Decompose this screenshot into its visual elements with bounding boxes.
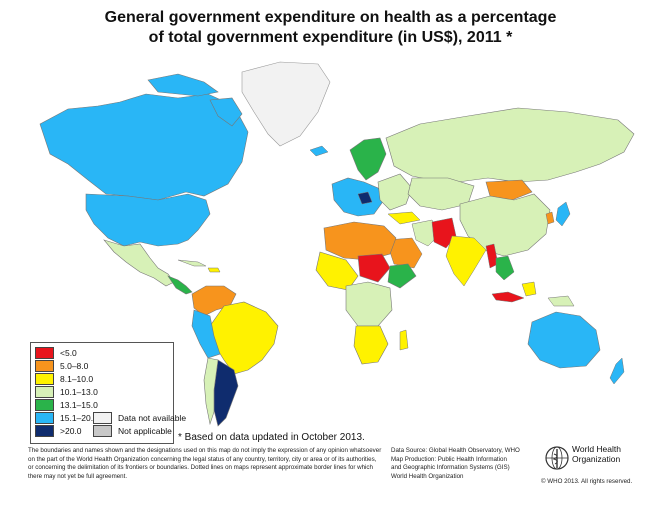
- map-title: General government expenditure on health…: [0, 8, 661, 48]
- legend-label: 10.1–13.0: [60, 387, 98, 397]
- central-africa: [345, 281, 393, 327]
- scandinavia: [349, 137, 387, 181]
- who-name: World Health Organization: [572, 444, 621, 464]
- indonesia: [491, 291, 525, 303]
- data-source: Data Source: Global Health Observatory, …: [391, 447, 541, 481]
- who-name-line: Organization: [572, 453, 621, 464]
- world-map: [39, 61, 635, 427]
- title-line-1: General government expenditure on health…: [104, 9, 557, 26]
- usa: [85, 193, 211, 247]
- legend-item-5-8: 5.0–8.0: [35, 360, 88, 372]
- korea: [545, 211, 555, 225]
- greenland: [241, 61, 331, 147]
- borneo: [521, 281, 537, 297]
- new-zealand: [609, 357, 625, 385]
- north-africa: [323, 221, 397, 261]
- madagascar: [399, 329, 409, 351]
- kazakhstan: [407, 177, 475, 211]
- canada: [39, 93, 249, 201]
- legend-swatch: [35, 412, 54, 424]
- legend-item-not-applicable: Not applicable: [93, 425, 172, 437]
- source-line: Data Source: Global Health Observatory, …: [391, 447, 520, 454]
- horn-of-africa: [387, 263, 417, 289]
- legend-swatch: [35, 386, 54, 398]
- legend-label: Data not available: [118, 413, 187, 423]
- who-logo-icon: [545, 446, 569, 470]
- eastern-europe: [377, 173, 413, 211]
- peru-bolivia: [191, 309, 221, 359]
- legend-label: 13.1–15.0: [60, 400, 98, 410]
- title-line-2: of total government expenditure (in US$)…: [148, 29, 513, 46]
- australia: [527, 311, 601, 369]
- southeast-asia: [495, 255, 515, 281]
- legend-swatch: [35, 373, 54, 385]
- source-line: and Geographic Information Systems (GIS): [391, 464, 510, 472]
- legend-item-13-15: 13.1–15.0: [35, 399, 98, 411]
- disclaimer-text: The boundaries and names shown and the d…: [28, 447, 382, 480]
- saudi-arabia: [385, 237, 423, 269]
- sudan-chad: [357, 253, 391, 283]
- legend-item-lt5: <5.0: [35, 347, 77, 359]
- baffin-island: [209, 97, 243, 127]
- iceland: [309, 145, 329, 157]
- legend-item-gt20: >20.0: [35, 425, 82, 437]
- legend-swatch: [93, 412, 112, 424]
- india: [445, 235, 487, 287]
- china: [459, 193, 551, 257]
- legend-item-no-data: Data not available: [93, 412, 186, 424]
- source-line: Map Production: Public Health Informatio…: [391, 455, 507, 463]
- central-europe: [357, 191, 373, 205]
- legend-item-10-13: 10.1–13.0: [35, 386, 98, 398]
- turkey: [387, 211, 421, 225]
- southern-africa: [353, 325, 389, 365]
- legend-label: 15.1–20.0: [60, 413, 98, 423]
- japan: [555, 201, 571, 227]
- copyright: © WHO 2013. All rights reserved.: [541, 478, 633, 485]
- legend-swatch: [93, 425, 112, 437]
- legend-label: <5.0: [60, 348, 77, 358]
- legend-swatch: [35, 399, 54, 411]
- legend-label: 5.0–8.0: [60, 361, 89, 371]
- central-america: [167, 275, 193, 295]
- mongolia: [485, 179, 533, 201]
- legend-swatch: [35, 360, 54, 372]
- mexico: [103, 239, 175, 287]
- legend-item-15-20: 15.1–20.0: [35, 412, 98, 424]
- chile: [203, 357, 219, 426]
- cuba: [177, 259, 207, 267]
- western-europe: [331, 177, 385, 217]
- hispaniola: [207, 267, 221, 273]
- footnote: * Based on data updated in October 2013.: [178, 432, 365, 443]
- legend: <5.0 5.0–8.0 8.1–10.0 10.1–13.0 13.1–15.…: [30, 342, 186, 444]
- source-line: World Health Organization: [391, 472, 464, 480]
- who-name-line: World Health: [572, 444, 621, 454]
- russia: [385, 107, 635, 183]
- legend-swatch: [35, 347, 54, 359]
- legend-item-8-10: 8.1–10.0: [35, 373, 93, 385]
- arctic-islands: [147, 73, 219, 97]
- legend-label: 8.1–10.0: [60, 374, 94, 384]
- legend-label: >20.0: [60, 426, 82, 436]
- papua: [547, 295, 575, 307]
- legend-label: Not applicable: [118, 426, 172, 436]
- legend-swatch: [35, 425, 54, 437]
